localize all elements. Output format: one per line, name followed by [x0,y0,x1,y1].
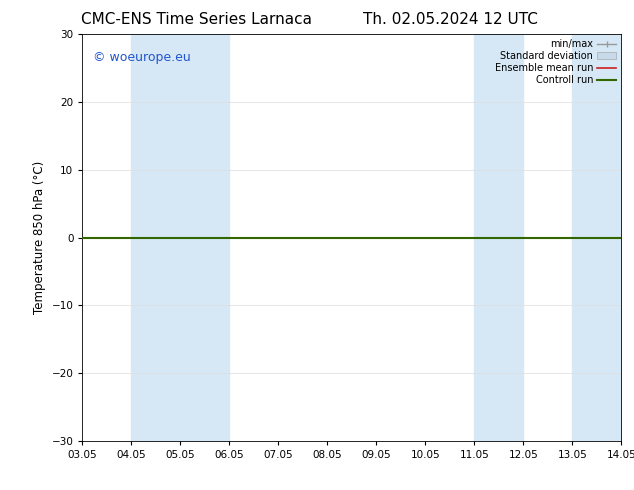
Text: CMC-ENS Time Series Larnaca: CMC-ENS Time Series Larnaca [81,12,312,27]
Bar [621,34,634,441]
Bar [131,34,230,441]
Text: © woeurope.eu: © woeurope.eu [93,50,191,64]
Bar [573,34,621,441]
Text: Th. 02.05.2024 12 UTC: Th. 02.05.2024 12 UTC [363,12,538,27]
Bar [474,34,523,441]
Legend: min/max, Standard deviation, Ensemble mean run, Controll run: min/max, Standard deviation, Ensemble me… [493,37,618,87]
Y-axis label: Temperature 850 hPa (°C): Temperature 850 hPa (°C) [33,161,46,314]
